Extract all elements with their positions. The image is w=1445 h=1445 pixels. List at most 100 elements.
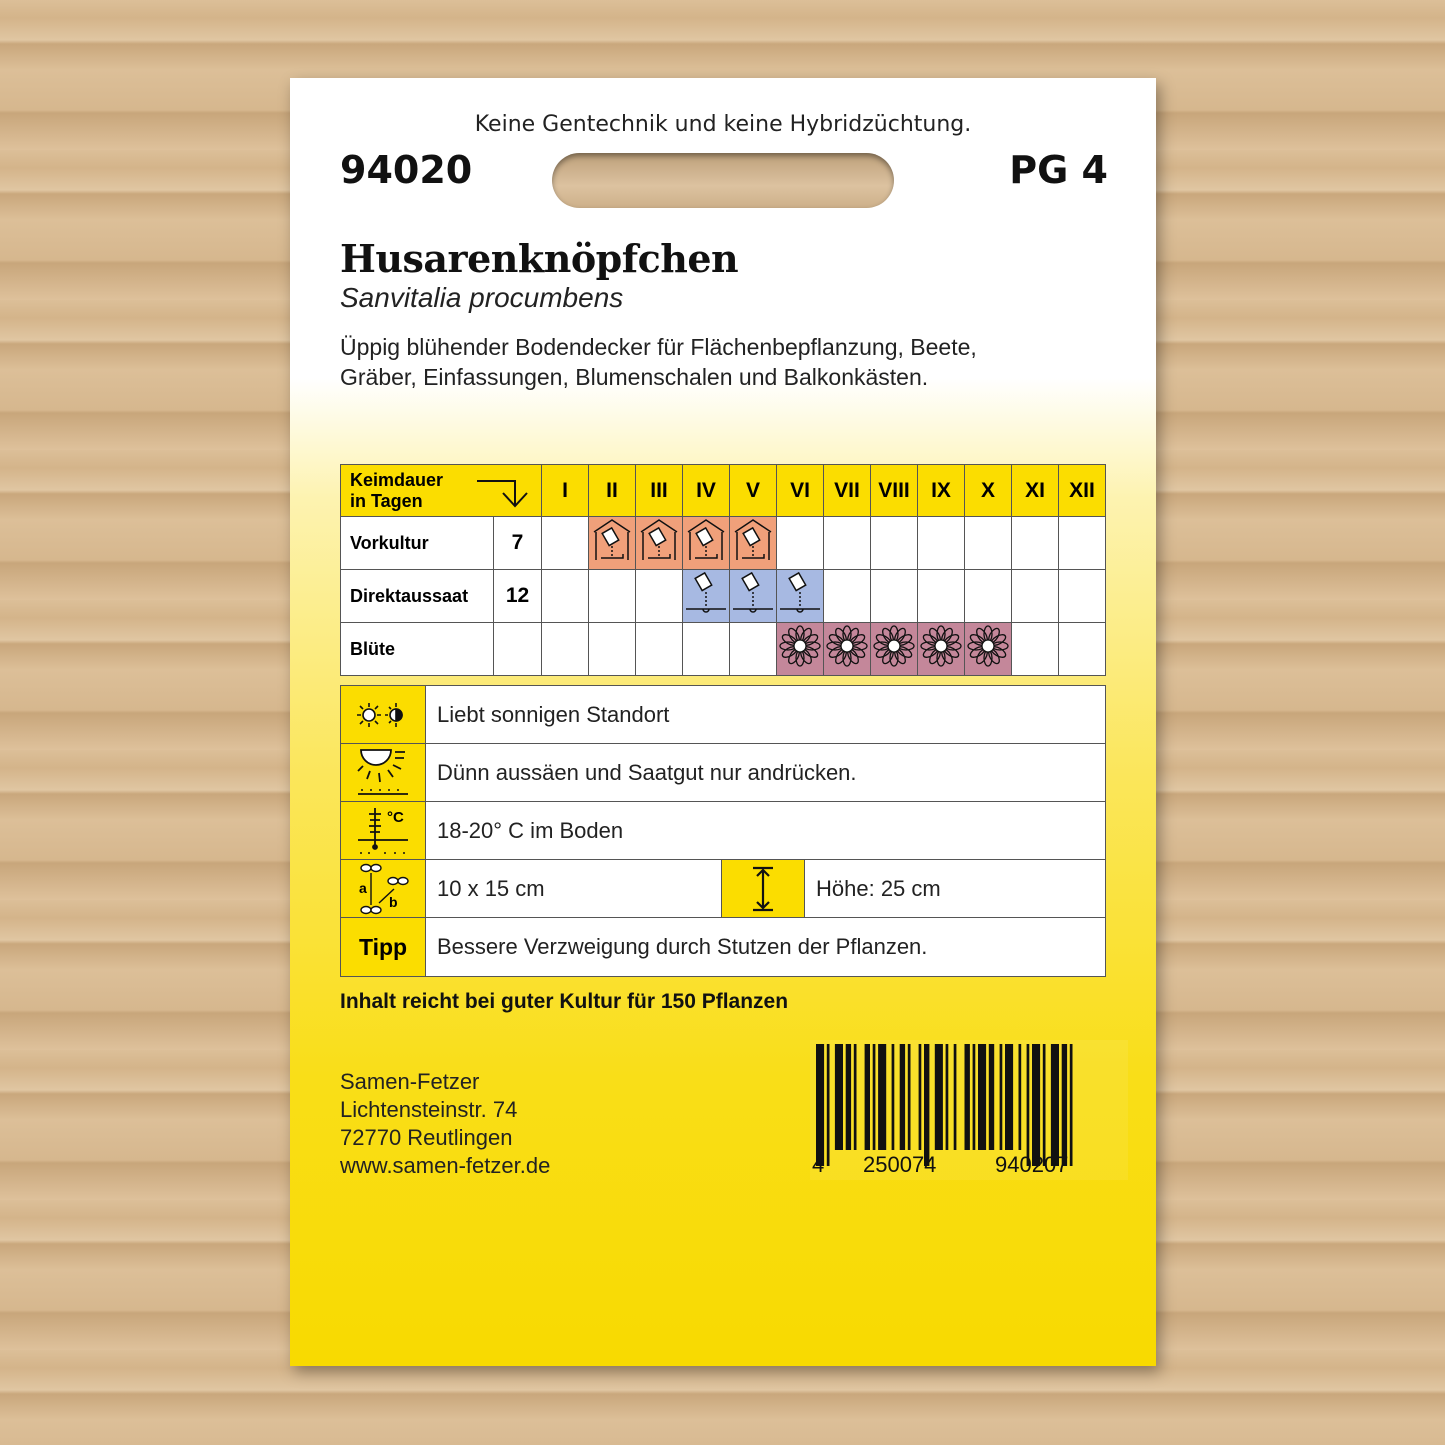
month-header: IV [682, 464, 730, 517]
month-cell [823, 622, 871, 676]
barcode-bar [1042, 1044, 1046, 1166]
company-name: Samen-Fetzer [340, 1069, 480, 1094]
month-cell [917, 622, 965, 676]
calendar-row: Blüte [340, 622, 1106, 676]
barcode-bar [853, 1044, 857, 1150]
tagline: Keine Gentechnik und keine Hybridzüchtun… [474, 112, 972, 137]
barcode-bar [934, 1044, 943, 1150]
calendar-row: Vorkultur 7 [340, 516, 1106, 570]
month-cell [823, 569, 871, 623]
month-cell [964, 516, 1012, 570]
info-row-temperature: °C 18-20° C im Boden [341, 802, 1105, 860]
month-header: II [588, 464, 636, 517]
height-icon [753, 866, 773, 911]
header-label: Keimdauer [350, 469, 444, 490]
barcode-bar [945, 1044, 949, 1150]
month-header: III [635, 464, 683, 517]
barcode-bar [878, 1044, 887, 1150]
row-label: Blüte [340, 622, 494, 676]
month-cell [541, 569, 589, 623]
month-cell [729, 622, 777, 676]
flower-icon [966, 624, 1010, 668]
description-line: Gräber, Einfassungen, Blumenschalen und … [340, 364, 929, 390]
barcode-bar [891, 1044, 895, 1150]
barcode-bar [845, 1044, 852, 1150]
month-cell [729, 516, 777, 570]
barcode-bar [999, 1044, 1003, 1150]
barcode-bar [972, 1044, 976, 1150]
header-label: in Tagen [350, 490, 423, 511]
seed-packet-back: Keine Gentechnik und keine Hybridzüchtun… [290, 78, 1156, 1366]
row-label: Direktaussaat [340, 569, 494, 623]
svg-text:b: b [389, 894, 398, 910]
product-name: Husarenknöpfchen [340, 236, 739, 281]
barcode-bar [988, 1044, 995, 1150]
month-cell [823, 516, 871, 570]
sun-halfshade-icon [357, 702, 403, 727]
month-cell [870, 516, 918, 570]
month-cell [1058, 622, 1106, 676]
month-cell [635, 569, 683, 623]
barcode-bar [964, 1044, 970, 1150]
website-link[interactable]: www.samen-fetzer.de [340, 1153, 551, 1178]
barcode-bar [924, 1044, 930, 1166]
month-cell [776, 569, 824, 623]
barcode: 4 250074 940207 [810, 1040, 1128, 1180]
info-table: Liebt sonnigen Standort Dünn aussäen und… [340, 685, 1106, 977]
month-cell [776, 516, 824, 570]
sowing-calendar: Keimdauer in Tagen I II III IV V VI VII VIII IX X… [340, 464, 1106, 676]
plant-spacing-icon: ab [359, 863, 409, 914]
month-cell [541, 516, 589, 570]
height-text: Höhe: 25 cm [805, 860, 1105, 917]
tip-label: Tipp [341, 918, 426, 976]
month-header: VII [823, 464, 871, 517]
month-cell [1011, 622, 1059, 676]
month-header: IX [917, 464, 965, 517]
barcode-bar [864, 1044, 870, 1150]
month-cell [541, 622, 589, 676]
barcode-bar [1032, 1044, 1041, 1166]
barcode-bar [1026, 1044, 1030, 1166]
month-cell [588, 569, 636, 623]
barcode-bar [1061, 1044, 1068, 1166]
month-cell [635, 622, 683, 676]
barcode-bar [834, 1044, 843, 1150]
seed-packet-sowing-icon [686, 571, 726, 615]
month-cell [870, 622, 918, 676]
barcode-bars [816, 1044, 1073, 1166]
svg-text:a: a [359, 880, 367, 896]
sowing-text: Dünn aussäen und Saatgut nur andrücken. [426, 744, 1105, 801]
price-group: PG 4 [1009, 148, 1108, 192]
description-line: Üppig blühender Bodendecker für Flächenb… [340, 334, 977, 360]
barcode-bar [953, 1044, 957, 1150]
info-row-tip: Tipp Bessere Verzweigung durch Stutzen d… [341, 918, 1105, 976]
month-header: X [964, 464, 1012, 517]
address: Samen-Fetzer Lichtensteinstr. 74 72770 R… [340, 1068, 550, 1180]
description: Üppig blühender Bodendecker für Flächenb… [340, 332, 1100, 392]
month-cell [1058, 516, 1106, 570]
seed-packet-sowing-icon [733, 571, 773, 615]
germination-days: 12 [493, 569, 542, 623]
month-cell [1011, 569, 1059, 623]
barcode-bar [899, 1044, 906, 1150]
germination-days: 7 [493, 516, 542, 570]
row-label: Vorkultur [340, 516, 494, 570]
month-cell [917, 569, 965, 623]
greenhouse-sowing-icon [639, 518, 679, 562]
month-header: XII [1058, 464, 1106, 517]
light-germinator-icon [357, 748, 408, 795]
greenhouse-sowing-icon [686, 518, 726, 562]
barcode-bar [816, 1044, 825, 1166]
germination-days [493, 622, 542, 676]
month-cell [917, 516, 965, 570]
hanging-hole [552, 153, 894, 208]
month-cell [964, 622, 1012, 676]
barcode-bar [1069, 1044, 1073, 1166]
month-cell [588, 622, 636, 676]
month-header: VI [776, 464, 824, 517]
barcode-bar [907, 1044, 911, 1150]
street: Lichtensteinstr. 74 [340, 1097, 518, 1122]
barcode-digits: 940207 [995, 1152, 1069, 1177]
month-cell [635, 516, 683, 570]
